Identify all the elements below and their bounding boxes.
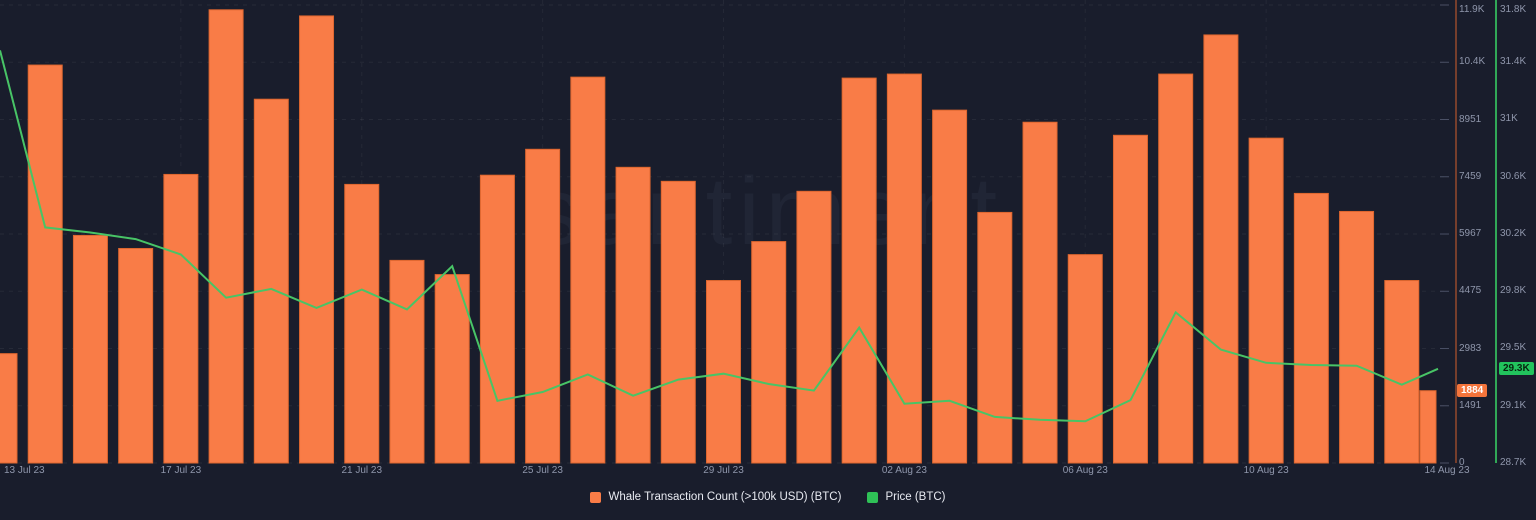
count-tick-label: 10.4K	[1459, 56, 1486, 68]
date-tick-label: 06 Aug 23	[1062, 465, 1108, 476]
bar[interactable]	[1384, 280, 1420, 464]
price-tick-label: 29.1K	[1500, 399, 1527, 411]
date-tick-label: 02 Aug 23	[881, 465, 927, 476]
bar[interactable]	[660, 180, 696, 464]
count-tick-label: 0	[1459, 457, 1465, 468]
price-swatch-icon	[867, 491, 879, 503]
price-tick-label: 30.6K	[1500, 170, 1527, 182]
bar[interactable]	[525, 148, 561, 464]
bar[interactable]	[796, 190, 832, 464]
price-current-badge: 29.3K	[1499, 361, 1534, 375]
bar[interactable]	[615, 166, 651, 464]
bar[interactable]	[299, 15, 335, 464]
bar[interactable]	[886, 73, 922, 464]
bar[interactable]	[118, 247, 154, 464]
bar[interactable]	[1112, 134, 1148, 464]
bar[interactable]	[1158, 73, 1194, 464]
bar[interactable]	[1203, 34, 1239, 464]
bar[interactable]	[208, 9, 244, 464]
bar[interactable]	[0, 353, 18, 464]
price-line	[0, 50, 1439, 423]
bar[interactable]	[1067, 254, 1103, 464]
price-tick-label: 30.2K	[1500, 228, 1527, 239]
date-tick-label: 17 Jul 23	[160, 465, 202, 476]
count-tick-label: 7459	[1459, 170, 1482, 182]
bar[interactable]	[841, 77, 877, 464]
bar[interactable]	[344, 183, 380, 464]
date-tick-label: 21 Jul 23	[341, 465, 383, 476]
count-tick-label: 5967	[1459, 228, 1482, 240]
date-tick-label: 14 Aug 23	[1424, 465, 1470, 476]
bar[interactable]	[706, 280, 741, 464]
bar[interactable]	[1248, 137, 1284, 464]
price-tick-label: 31.8K	[1500, 4, 1527, 15]
bar[interactable]	[434, 274, 470, 464]
bar[interactable]	[72, 234, 108, 464]
count-tick-label: 8951	[1459, 113, 1482, 125]
bar[interactable]	[479, 174, 515, 464]
price-tick-label: 31K	[1500, 113, 1518, 125]
date-tick-label: 10 Aug 23	[1243, 465, 1289, 476]
bar[interactable]	[163, 173, 199, 464]
legend-item-price[interactable]: Price (BTC)	[867, 491, 946, 503]
legend-label: Whale Transaction Count (>100k USD) (BTC…	[608, 491, 842, 503]
count-tick-label: 2983	[1459, 342, 1482, 354]
bar[interactable]	[389, 259, 425, 464]
bar[interactable]	[977, 211, 1013, 464]
count-tick-label: 11.9K	[1459, 4, 1485, 15]
chart-legend: Whale Transaction Count (>100k USD) (BTC…	[0, 491, 1536, 503]
bar[interactable]	[1419, 390, 1437, 464]
bar[interactable]	[1022, 121, 1058, 464]
date-tick-label: 29 Jul 23	[703, 465, 744, 476]
legend-item-whale-transaction-count[interactable]: Whale Transaction Count (>100k USD) (BTC…	[590, 491, 841, 503]
bar[interactable]	[27, 64, 63, 464]
date-tick-label: 25 Jul 23	[522, 465, 563, 476]
price-tick-label: 31.4K	[1500, 56, 1527, 68]
count-tick-label: 4475	[1459, 285, 1482, 297]
bar[interactable]	[932, 109, 968, 464]
bar[interactable]	[751, 241, 787, 464]
price-tick-label: 29.8K	[1500, 285, 1527, 297]
count-tick-label: 1491	[1459, 399, 1482, 411]
date-tick-label: 13 Jul 23	[4, 465, 45, 476]
price-tick-label: 28.7K	[1500, 457, 1527, 468]
bar[interactable]	[570, 76, 606, 464]
bar[interactable]	[253, 98, 289, 464]
bar[interactable]	[1339, 210, 1375, 464]
count-current-badge: 1884	[1457, 383, 1488, 397]
bar[interactable]	[1293, 192, 1329, 464]
legend-label: Price (BTC)	[885, 491, 946, 503]
whale-count-swatch-icon	[590, 491, 602, 503]
price-tick-label: 29.5K	[1500, 342, 1527, 354]
